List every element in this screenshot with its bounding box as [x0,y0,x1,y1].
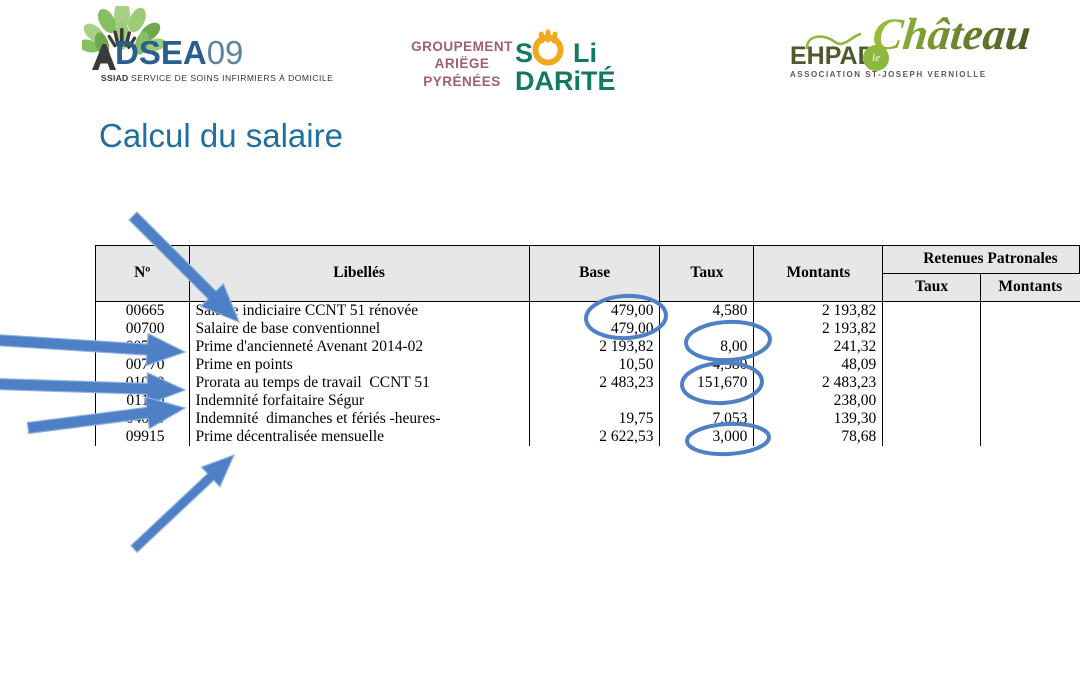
svg-text:S: S [515,38,533,68]
svg-text:DARiTÉ: DARiTÉ [515,65,616,96]
svg-text:Li: Li [573,38,597,68]
